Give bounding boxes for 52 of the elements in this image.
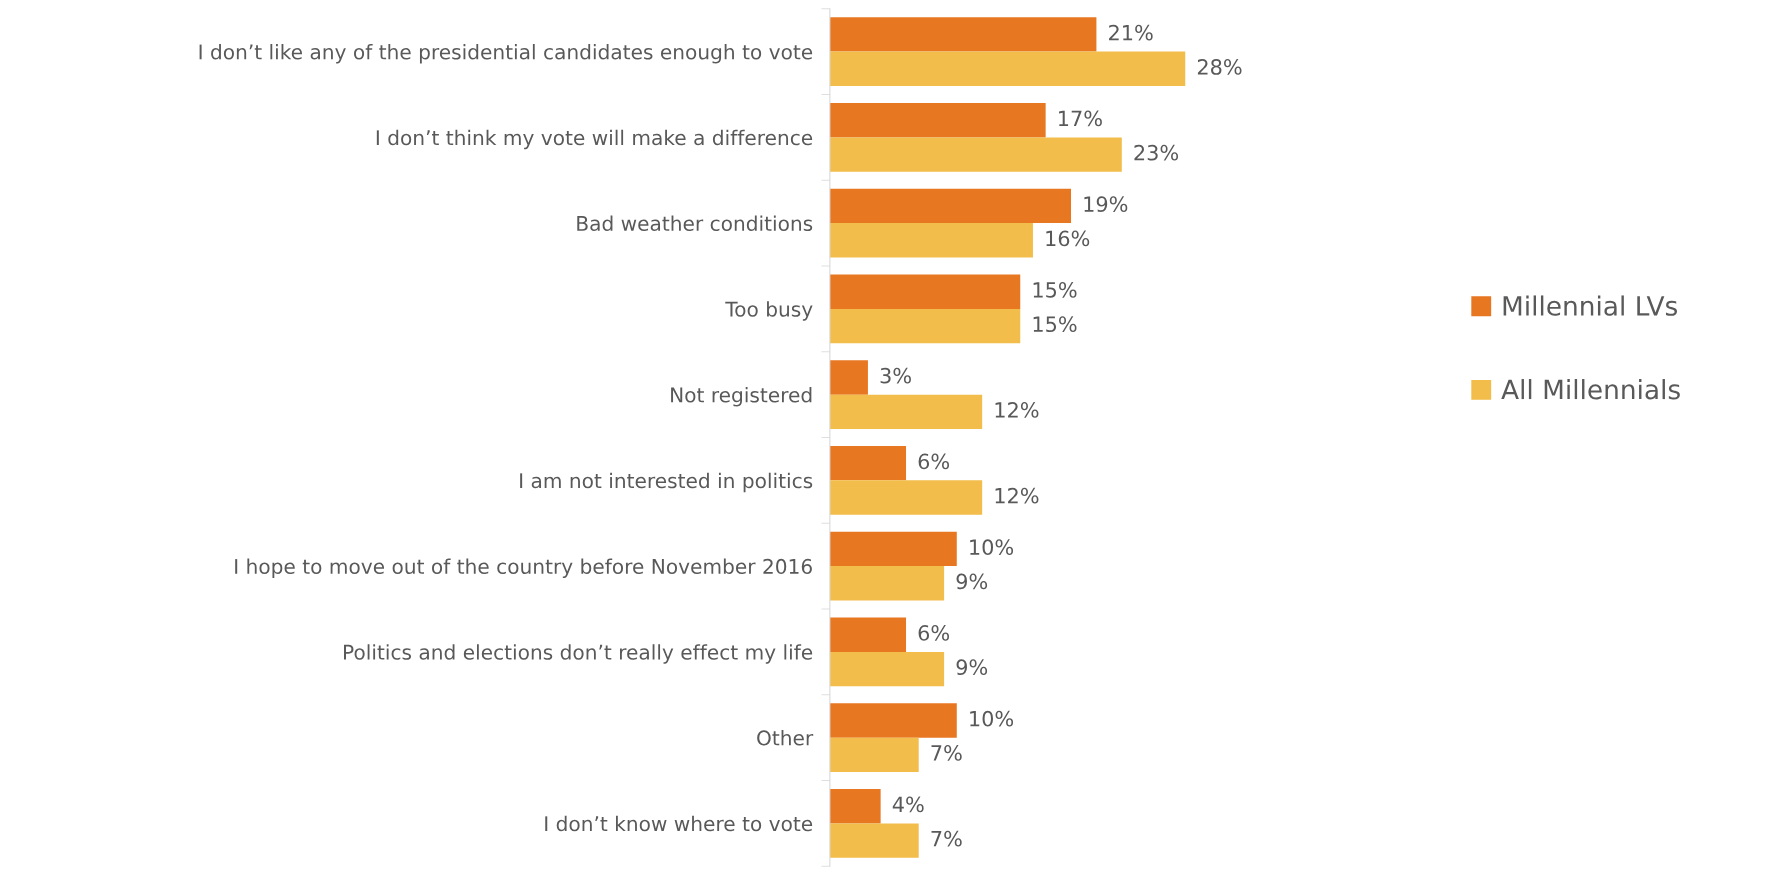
bar <box>829 308 1021 344</box>
bar <box>829 137 1122 172</box>
y-tick-label: I don’t think my vote will make a difference <box>376 129 813 150</box>
data-label: 9% <box>956 659 988 676</box>
data-label: 9% <box>956 573 988 590</box>
bar <box>829 789 881 824</box>
legend-label: Millennial LVs <box>1503 295 1678 316</box>
data-label: 16% <box>1046 230 1090 247</box>
data-label: 28% <box>1197 59 1242 75</box>
bar <box>829 223 1033 258</box>
bar <box>829 188 1072 224</box>
bar <box>829 446 907 481</box>
bar <box>829 480 983 515</box>
data-label: 12% <box>995 402 1039 418</box>
bar <box>829 274 1021 309</box>
y-tick-label: I don’t know where to vote <box>545 815 813 832</box>
data-label: 3% <box>880 367 911 384</box>
y-tick-label: Bad weather conditions <box>577 215 813 232</box>
bar <box>829 531 957 567</box>
data-label: 7% <box>931 745 962 761</box>
bar <box>829 737 919 772</box>
bar <box>829 617 907 652</box>
bar <box>829 360 868 395</box>
y-tick-label: I hope to move out of the country before November 2016 <box>235 558 812 578</box>
data-label: 10% <box>970 710 1014 727</box>
y-tick-label: I don’t like any of the presidential candidates enough to vote <box>199 43 813 64</box>
data-label: 17% <box>1059 110 1102 127</box>
data-label: 15% <box>1033 316 1077 333</box>
bar <box>829 103 1046 138</box>
data-label: 6% <box>918 453 950 470</box>
bar <box>829 823 919 858</box>
data-label: 15% <box>1033 282 1077 298</box>
bar <box>829 703 957 738</box>
data-label: 7% <box>931 830 962 847</box>
y-tick-label: Too busy <box>725 301 813 321</box>
data-label: 4% <box>892 796 924 813</box>
data-label: 6% <box>918 625 950 641</box>
y-tick-label: Not registered <box>671 386 812 407</box>
data-label: 12% <box>995 487 1039 504</box>
bar <box>829 51 1186 86</box>
bar <box>829 394 983 429</box>
data-label: 21% <box>1109 24 1153 41</box>
legend-label: All Millennials <box>1501 379 1680 400</box>
y-tick-label: I am not interested in politics <box>520 472 813 493</box>
y-tick-label: Politics and elections don’t really effect my life <box>344 644 813 664</box>
bar <box>829 651 945 687</box>
data-label: 10% <box>970 539 1014 556</box>
bar <box>829 17 1097 52</box>
data-label: 23% <box>1134 144 1179 161</box>
y-tick-label: Other <box>757 729 814 746</box>
data-label: 19% <box>1084 196 1128 213</box>
bar <box>829 566 945 601</box>
